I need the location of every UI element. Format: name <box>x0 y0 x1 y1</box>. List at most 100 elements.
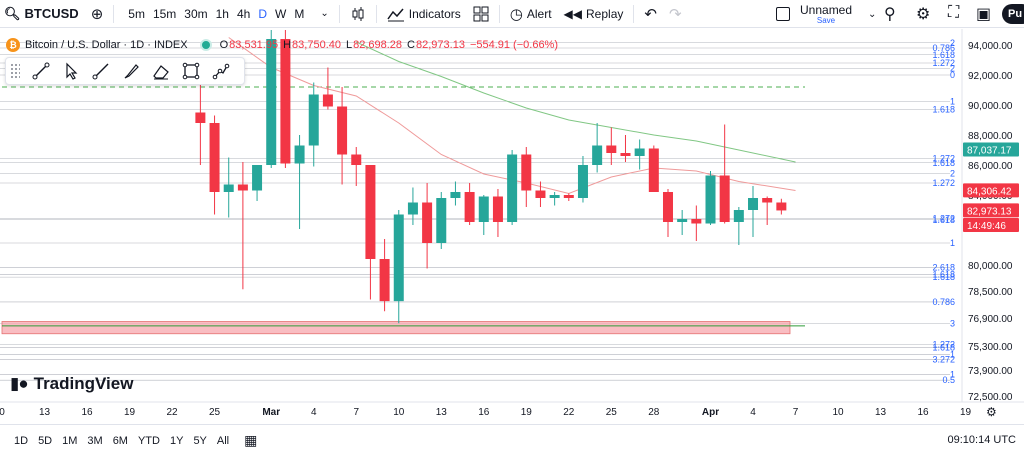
candle-body[interactable] <box>478 196 489 223</box>
range-1d[interactable]: 1D <box>14 434 29 447</box>
candle-body[interactable] <box>705 175 716 224</box>
candle-body[interactable] <box>280 39 291 164</box>
price-chart[interactable]: 94,000.00 92,000.00 90,000.00 88,000.00 86,0… <box>0 29 1024 424</box>
candle-body[interactable] <box>762 198 773 203</box>
tool-cursor[interactable] <box>56 58 86 84</box>
candle-body[interactable] <box>691 219 702 224</box>
chart-type-button[interactable] <box>344 0 372 28</box>
price-tag[interactable] <box>963 218 1019 232</box>
candle-body[interactable] <box>563 195 574 198</box>
price-tag[interactable] <box>963 203 1019 218</box>
candle-body[interactable] <box>464 192 475 222</box>
candle-body[interactable] <box>422 202 433 244</box>
undo-button[interactable]: ↶ <box>638 0 663 28</box>
time-axis-tick: 4 <box>750 407 756 418</box>
interval-30m[interactable]: 30m <box>184 6 208 21</box>
interval-w[interactable]: W <box>275 6 287 21</box>
tool-eraser[interactable] <box>146 58 176 84</box>
camera-icon[interactable]: ▣ <box>976 6 992 23</box>
candle-body[interactable] <box>237 184 248 191</box>
candle-body[interactable] <box>535 190 546 199</box>
candle-body[interactable] <box>776 202 787 211</box>
candle-body[interactable] <box>450 192 461 198</box>
candle-body[interactable] <box>365 165 376 259</box>
candle-body[interactable] <box>308 94 319 146</box>
candle-body[interactable] <box>620 153 631 156</box>
candle-body[interactable] <box>337 106 348 155</box>
indicators-button[interactable]: Indicators <box>381 0 467 28</box>
range-ytd[interactable]: YTD <box>137 434 160 447</box>
candle-body[interactable] <box>209 123 220 192</box>
resistance-zone[interactable] <box>1 321 791 335</box>
axis-settings-icon[interactable]: ⚙ <box>986 405 997 419</box>
moving-average-fast[interactable] <box>228 37 796 195</box>
candle-body[interactable] <box>521 154 532 191</box>
tool-brush[interactable] <box>116 58 146 84</box>
interval-m[interactable]: M <box>294 6 305 21</box>
legend-title[interactable]: Bitcoin / U.S. Dollar · 1D · INDEX <box>25 39 188 51</box>
interval-4h[interactable]: 4h <box>236 6 251 21</box>
redo-button[interactable]: ↷ <box>663 0 688 28</box>
range-5y[interactable]: 5Y <box>193 434 207 447</box>
price-tag[interactable] <box>963 183 1019 198</box>
range-all[interactable]: All <box>216 434 230 447</box>
interval-1h[interactable]: 1h <box>215 6 229 21</box>
candle-body[interactable] <box>351 154 362 166</box>
price-tag[interactable] <box>963 142 1019 157</box>
range-3m[interactable]: 3M <box>87 434 103 447</box>
candle-body[interactable] <box>294 145 305 164</box>
candle-body[interactable] <box>393 214 404 302</box>
candle-body[interactable] <box>507 154 518 223</box>
candle-body[interactable] <box>322 94 333 107</box>
tool-rectangle[interactable] <box>176 58 206 84</box>
candle-body[interactable] <box>634 148 645 157</box>
fullscreen-icon[interactable]: ⛶ <box>948 4 960 21</box>
candle-body[interactable] <box>492 196 503 223</box>
range-1m[interactable]: 1M <box>62 434 78 447</box>
candle-body[interactable] <box>606 145 617 154</box>
tool-trend-line[interactable] <box>26 58 56 84</box>
quick-search-icon[interactable]: ⚲ <box>884 6 896 23</box>
interval-5m[interactable]: 5m <box>128 6 145 21</box>
alert-button[interactable]: ◷ Alert <box>509 5 552 23</box>
chevron-down-icon[interactable]: ⌄ <box>868 8 877 20</box>
candle-body[interactable] <box>662 192 673 222</box>
chart-area[interactable]: 94,000.00 92,000.00 90,000.00 88,000.00 86,0… <box>0 29 1024 424</box>
candle-body[interactable] <box>577 165 588 198</box>
utc-clock[interactable]: 09:10:14 UTC <box>947 434 1016 446</box>
candle-body[interactable] <box>379 259 390 302</box>
calendar-icon[interactable]: ▦ <box>244 432 258 448</box>
candle-body[interactable] <box>223 184 234 193</box>
candle-body[interactable] <box>549 195 560 198</box>
layouts-button[interactable] <box>467 0 495 28</box>
drag-handle-icon[interactable] <box>10 63 20 79</box>
tool-path[interactable] <box>206 58 236 84</box>
layout-name-button[interactable]: Unnamed Save ⌄ <box>776 2 876 26</box>
interval-d[interactable]: D <box>258 6 268 21</box>
range-1y[interactable]: 1Y <box>169 434 184 447</box>
symbol-search-button[interactable]: 🔍︎ BTCUSD <box>0 0 85 28</box>
candle-body[interactable] <box>195 112 206 124</box>
candle-body[interactable] <box>266 39 277 165</box>
candle-body[interactable] <box>407 202 418 215</box>
settings-gear-icon[interactable]: ⚙ <box>916 6 931 23</box>
tool-ray[interactable] <box>86 58 116 84</box>
replay-button[interactable]: ◀◀ Replay <box>563 6 624 21</box>
candle-body[interactable] <box>719 175 730 223</box>
tradingview-watermark[interactable]: ▮● TradingView <box>10 374 133 394</box>
candle-body[interactable] <box>592 145 603 166</box>
moving-average-slow[interactable] <box>356 41 796 163</box>
candle-body[interactable] <box>733 210 744 222</box>
candle-body[interactable] <box>436 198 447 243</box>
range-6m[interactable]: 6M <box>112 434 128 447</box>
candle-body[interactable] <box>648 148 659 193</box>
publish-button[interactable]: Pu <box>1002 4 1024 24</box>
candle-body[interactable] <box>677 219 688 222</box>
interval-15m[interactable]: 15m <box>152 6 177 21</box>
range-5d[interactable]: 5D <box>38 434 53 447</box>
candle-body[interactable] <box>748 198 759 210</box>
interval-dropdown-button[interactable]: ⌄ <box>314 0 334 28</box>
search-icon: 🔍︎ <box>4 5 21 21</box>
compare-symbol-button[interactable]: ⊕ <box>85 0 110 28</box>
candle-body[interactable] <box>252 165 263 191</box>
